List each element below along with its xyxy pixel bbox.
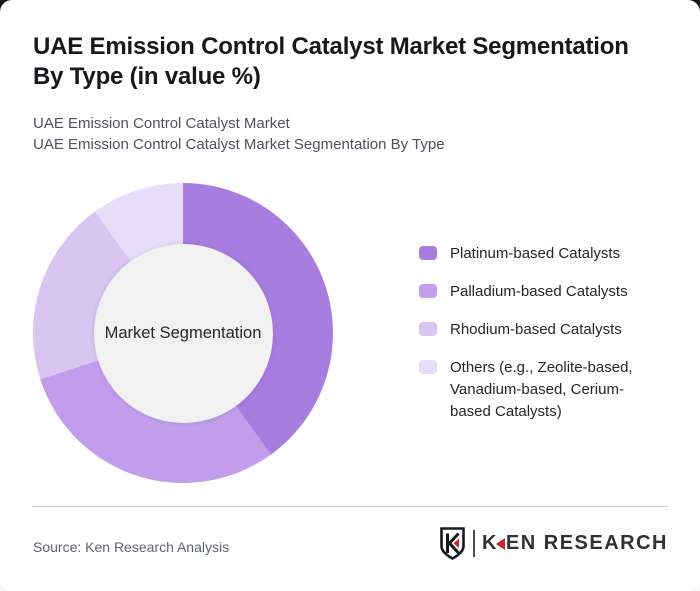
legend-swatch [419,246,437,260]
legend-swatch [419,360,437,374]
logo-text-k: K [481,531,498,554]
logo-red-triangle-icon [495,537,505,550]
legend-item: Others (e.g., Zeolite-based, Vanadium-ba… [419,357,650,423]
legend-label: Palladium-based Catalysts [450,283,628,300]
legend-swatch [419,284,437,298]
subtitle-line2: UAE Emission Control Catalyst Market Seg… [33,136,445,153]
logo-text-rest: EN RESEARCH [505,531,668,554]
donut-center: Market Segmentation [93,243,273,423]
ken-research-shield-icon [440,526,465,560]
page-subtitle: UAE Emission Control Catalyst Market UAE… [33,113,445,155]
page-title: UAE Emission Control Catalyst Market Seg… [33,32,629,92]
page-title-line1: UAE Emission Control Catalyst Market Seg… [33,33,629,60]
source-text: Source: Ken Research Analysis [33,539,230,555]
legend-item: Palladium-based Catalysts [419,281,650,303]
footer-divider [32,506,668,507]
legend: Platinum-based Catalysts Palladium-based … [419,243,650,423]
logo-separator [472,529,475,557]
ken-research-logo: K EN RESEARCH [439,526,668,560]
legend-label: Platinum-based Catalysts [450,245,621,262]
subtitle-line1: UAE Emission Control Catalyst Market [33,115,290,132]
logo-wordmark: K EN RESEARCH [482,532,668,555]
donut-center-label: Market Segmentation [104,323,262,342]
legend-swatch [419,322,437,336]
legend-item: Platinum-based Catalysts [419,243,650,265]
legend-label: Others (e.g., Zeolite-based, Vanadium-ba… [450,359,633,420]
legend-item: Rhodium-based Catalysts [419,319,650,341]
donut-chart: Market Segmentation [33,183,333,483]
legend-label: Rhodium-based Catalysts [450,321,622,338]
page-title-line2: By Type (in value %) [33,63,261,90]
